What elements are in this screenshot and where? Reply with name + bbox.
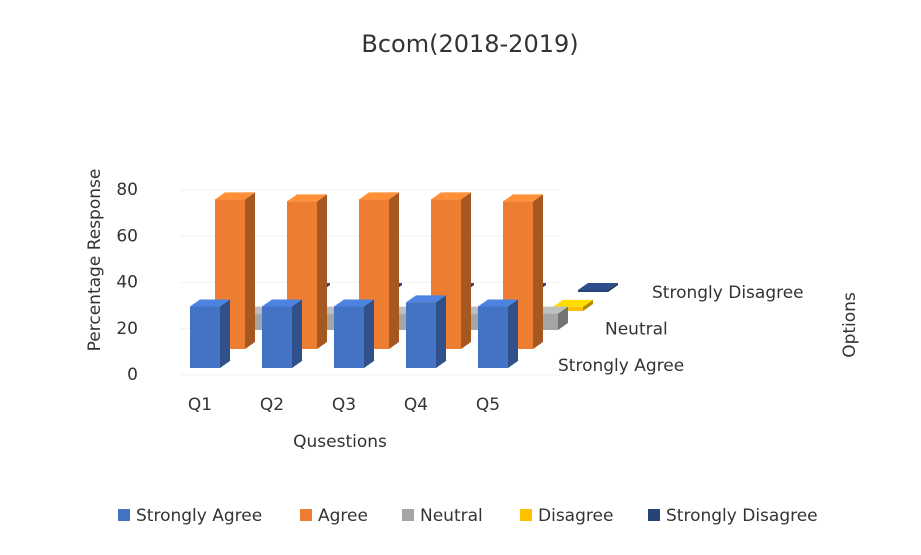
bar xyxy=(262,306,292,368)
y-tick-label: 40 xyxy=(116,273,138,293)
bar-top xyxy=(503,194,543,202)
bar-side xyxy=(364,299,374,368)
legend-swatch xyxy=(118,509,130,521)
bar-side xyxy=(436,295,446,368)
x-axis-label: Qusestions xyxy=(293,432,387,452)
x-tick-label: Q3 xyxy=(332,395,356,415)
z-axis-label: Options xyxy=(840,292,860,358)
legend-swatch xyxy=(520,509,532,521)
bar-side xyxy=(461,192,471,349)
x-tick-label: Q5 xyxy=(476,395,500,415)
bar-top xyxy=(406,295,446,303)
z-tick-label: Strongly Disagree xyxy=(652,283,804,303)
y-tick-label: 0 xyxy=(127,365,138,385)
bar-side xyxy=(220,299,230,368)
bar-side xyxy=(245,192,255,349)
bar-top xyxy=(359,192,399,200)
bar-top xyxy=(478,299,518,307)
bar-side xyxy=(533,194,543,349)
bar xyxy=(190,306,220,368)
bar-top xyxy=(190,299,230,307)
legend-swatch xyxy=(648,509,660,521)
legend-label: Agree xyxy=(318,506,368,526)
bar xyxy=(478,306,508,368)
z-tick-label: Strongly Agree xyxy=(558,356,684,376)
bar-side xyxy=(583,299,593,311)
bar-top xyxy=(553,299,593,307)
legend-label: Neutral xyxy=(420,506,483,526)
legend-swatch xyxy=(300,509,312,521)
y-tick-label: 60 xyxy=(116,226,138,246)
chart-title: Bcom(2018-2019) xyxy=(361,30,578,58)
legend-label: Strongly Disagree xyxy=(666,506,818,526)
y-axis-label: Percentage Response xyxy=(85,169,105,352)
bar-side xyxy=(389,192,399,349)
bar-top xyxy=(431,192,471,200)
bar-side xyxy=(317,194,327,349)
bar-side xyxy=(508,299,518,368)
bar-top xyxy=(287,194,327,202)
x-tick-label: Q4 xyxy=(404,395,428,415)
y-tick-label: 80 xyxy=(116,180,138,200)
bar-side xyxy=(292,299,302,368)
legend-swatch xyxy=(402,509,414,521)
bar-top xyxy=(578,282,618,290)
bar xyxy=(406,302,436,368)
bar xyxy=(578,289,608,292)
legend-label: Strongly Agree xyxy=(136,506,262,526)
bar-top xyxy=(334,299,374,307)
legend-label: Disagree xyxy=(538,506,613,526)
z-tick-label: Neutral xyxy=(605,319,668,339)
bar-side xyxy=(608,282,618,292)
bar xyxy=(334,306,364,368)
x-tick-label: Q2 xyxy=(260,395,284,415)
bar-top xyxy=(215,192,255,200)
y-tick-label: 20 xyxy=(116,319,138,339)
bar-top xyxy=(262,299,302,307)
bar-side xyxy=(558,306,568,330)
x-tick-label: Q1 xyxy=(188,395,212,415)
